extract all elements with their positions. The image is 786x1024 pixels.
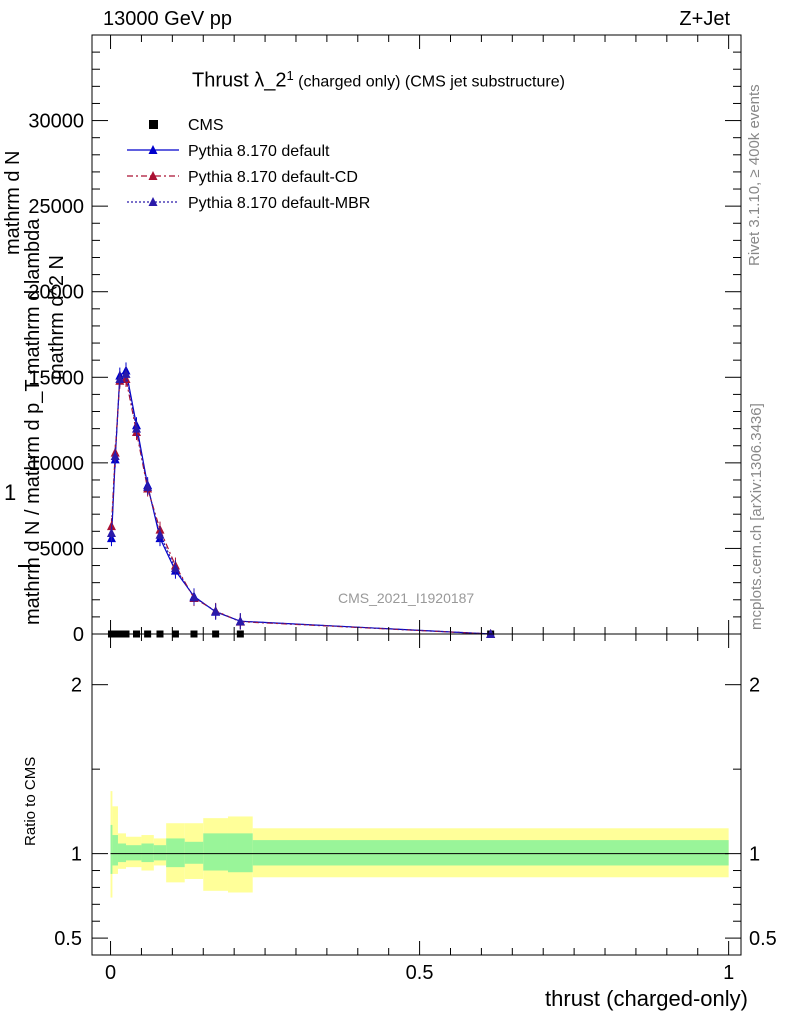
analysis-watermark: CMS_2021_I1920187 (338, 590, 475, 606)
legend-marker (148, 171, 158, 180)
y-tick-label: 20000 (28, 282, 84, 304)
marker-3 (235, 616, 245, 626)
ratio-inner-band (110, 824, 113, 874)
y-tick-label: 10000 (28, 453, 84, 475)
marker-3 (106, 528, 116, 538)
ratio-inner-band (252, 840, 729, 866)
process-label: Z+Jet (679, 8, 730, 30)
ratio-y-tick-label-right: 1 (749, 844, 760, 866)
ratio-frame-box (91, 633, 742, 956)
ratio-inner-band (153, 845, 167, 861)
legend-label: Pythia 8.170 default-CD (188, 169, 358, 186)
marker-3 (155, 529, 165, 539)
ratio-ylabel: Ratio to CMS (22, 756, 39, 846)
rivet-label: Rivet 3.1.10, ≥ 400k events (746, 84, 763, 266)
ratio-frame: 0.5 0.5 1 1 2 2 0 0.5 1 (54, 633, 777, 984)
x-tick-label: 0 (105, 962, 116, 984)
legend-marker (148, 145, 158, 154)
marker-3 (189, 592, 199, 602)
legend-marker-cms (149, 120, 158, 129)
x-axis-label: thrust (charged-only) (545, 986, 748, 1011)
ratio-y-tick-label-right: 2 (749, 675, 760, 697)
ratio-inner-band (227, 833, 253, 873)
legend-label: CMS (188, 117, 224, 134)
y-tick-label: 5000 (40, 538, 85, 560)
ylabel-fragment-2: mathrm d^2 N (46, 255, 68, 380)
ratio-inner-band (203, 833, 228, 871)
legend-marker (148, 197, 158, 206)
ylabel-fragment-3: mathrm d N (2, 150, 24, 255)
ratio-bands (110, 791, 729, 898)
plot-title: Thrust λ_21 (charged only) (CMS jet subs… (192, 68, 565, 92)
ratio-inner-band (141, 843, 154, 863)
title-sup: 1 (286, 68, 294, 83)
ratio-inner-band (125, 845, 142, 861)
ratio-inner-band (112, 835, 118, 866)
marker-3 (211, 606, 221, 616)
ratio-inner-band (117, 843, 126, 863)
series-line-3 (110, 372, 491, 635)
energy-label: 13000 GeV pp (103, 8, 232, 30)
marker-3 (170, 563, 180, 573)
legend-label: Pythia 8.170 default (188, 143, 330, 160)
ylabel-fraction-bar (18, 565, 40, 567)
marker-3 (132, 423, 142, 433)
title-main: Thrust λ_2 (192, 69, 287, 92)
main-frame: 0 5000 10000 15000 20000 25000 30000 (28, 34, 742, 646)
y-tick-label: 30000 (28, 111, 84, 133)
ratio-y-tick-label: 2 (71, 675, 82, 697)
marker-3 (143, 481, 153, 491)
marker-3 (110, 451, 120, 461)
ratio-inner-band (184, 841, 204, 864)
legend: CMS Pythia 8.170 default Pythia 8.170 defa… (127, 117, 370, 212)
y-tick-label: 15000 (28, 367, 84, 389)
ylabel-fragment-1: mathrm d N / mathrm d p_T mathrm d lambd… (22, 218, 44, 625)
marker-3 (121, 368, 131, 378)
title-rest: (charged only) (CMS jet substructure) (293, 73, 565, 91)
ratio-y-tick-label: 0.5 (54, 928, 82, 950)
marker-3 (115, 373, 125, 383)
y-tick-label: 0 (73, 624, 84, 646)
ratio-y-tick-label-right: 0.5 (749, 928, 777, 950)
ratio-inner-band (166, 838, 185, 868)
mcplots-label: mcplots.cern.ch [arXiv:1306.3436] (748, 403, 765, 630)
ylabel-one: 1 (4, 480, 17, 505)
y-tick-label: 25000 (28, 196, 84, 218)
legend-label: Pythia 8.170 default-MBR (188, 195, 370, 212)
x-tick-label: 1 (723, 962, 734, 984)
x-tick-label: 0.5 (406, 962, 434, 984)
ratio-y-tick-label: 1 (71, 844, 82, 866)
